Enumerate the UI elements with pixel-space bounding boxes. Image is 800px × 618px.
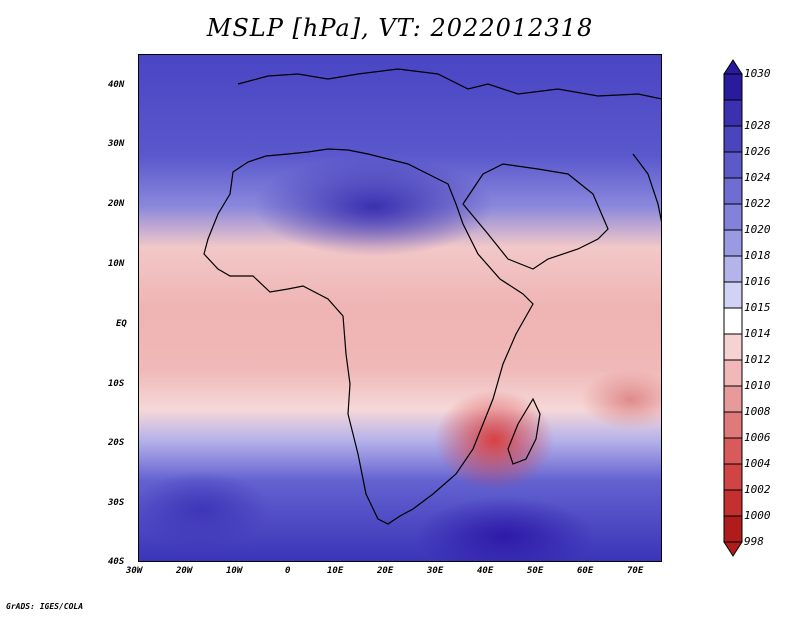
- lon-tick-label: 50E: [527, 566, 544, 576]
- colorbar-segment: [723, 359, 743, 387]
- colorbar-segment: [723, 307, 743, 335]
- lon-tick-label: 10W: [226, 566, 243, 576]
- colorbar-level-label: 1002: [744, 483, 771, 496]
- colorbar-level-label: 1008: [744, 405, 771, 418]
- colorbar-segment: [723, 125, 743, 153]
- colorbar-segment: [723, 151, 743, 179]
- madagascar-coastline: [507, 397, 541, 465]
- lat-tick-label: 40S: [108, 557, 125, 567]
- colorbar-level-label: 1006: [744, 431, 771, 444]
- lat-tick-label: 40N: [108, 80, 125, 90]
- colorbar-top-arrow: [723, 59, 743, 75]
- colorbar-segment: [723, 411, 743, 439]
- lat-tick-label: 10N: [108, 259, 125, 269]
- coastline-overlay: [203, 68, 662, 525]
- lon-tick-label: 40E: [477, 566, 494, 576]
- colorbar-level-label: 1020: [744, 223, 771, 236]
- colorbar-level-label: 1022: [744, 197, 771, 210]
- colorbar-level-label: 1010: [744, 379, 771, 392]
- colorbar-level-label: 998: [744, 535, 764, 548]
- africa-coastline: [203, 148, 534, 525]
- colorbar-level-label: 1004: [744, 457, 771, 470]
- colorbar: [723, 59, 743, 557]
- lon-tick-label: 0: [285, 566, 291, 576]
- colorbar-segment: [723, 333, 743, 361]
- colorbar-segment: [723, 255, 743, 283]
- lon-tick-label: 30W: [126, 566, 143, 576]
- colorbar-segment: [723, 99, 743, 127]
- map-title: MSLP [hPa], VT: 2022012318: [206, 14, 594, 42]
- colorbar-segment: [723, 437, 743, 465]
- colorbar-segment: [723, 281, 743, 309]
- colorbar-segment: [723, 203, 743, 231]
- colorbar-segment: [723, 73, 743, 101]
- arabia-coastline: [462, 163, 609, 270]
- lon-tick-label: 30E: [427, 566, 444, 576]
- pressure-field: [138, 54, 662, 562]
- europe-coastline: [237, 68, 662, 100]
- lon-tick-label: 70E: [627, 566, 644, 576]
- colorbar-level-label: 1018: [744, 249, 771, 262]
- colorbar-segment: [723, 385, 743, 413]
- colorbar-bottom-arrow: [723, 541, 743, 557]
- lon-tick-label: 60E: [577, 566, 594, 576]
- colorbar-segment: [723, 229, 743, 257]
- india-coastline: [632, 153, 662, 225]
- colorbar-segment: [723, 463, 743, 491]
- colorbar-segment: [723, 515, 743, 543]
- lon-tick-label: 20E: [377, 566, 394, 576]
- colorbar-level-label: 1000: [744, 509, 771, 522]
- colorbar-level-label: 1024: [744, 171, 771, 184]
- lat-tick-label: 30S: [108, 498, 125, 508]
- colorbar-level-label: 1030: [744, 67, 771, 80]
- colorbar-level-label: 1015: [744, 301, 771, 314]
- colorbar-level-label: 1026: [744, 145, 771, 158]
- colorbar-segment: [723, 489, 743, 517]
- lat-tick-label: 20N: [108, 199, 125, 209]
- colorbar-level-label: 1016: [744, 275, 771, 288]
- lat-tick-label: 10S: [108, 379, 125, 389]
- footer-credit: GrADS: IGES/COLA: [6, 602, 84, 611]
- lon-tick-label: 10E: [327, 566, 344, 576]
- lat-tick-label: 30N: [108, 139, 125, 149]
- colorbar-segment: [723, 177, 743, 205]
- colorbar-level-label: 1014: [744, 327, 771, 340]
- colorbar-level-label: 1012: [744, 353, 771, 366]
- lat-tick-label: 20S: [108, 438, 125, 448]
- colorbar-level-label: 1028: [744, 119, 771, 132]
- lat-tick-label: EQ: [116, 319, 127, 329]
- lon-tick-label: 20W: [176, 566, 193, 576]
